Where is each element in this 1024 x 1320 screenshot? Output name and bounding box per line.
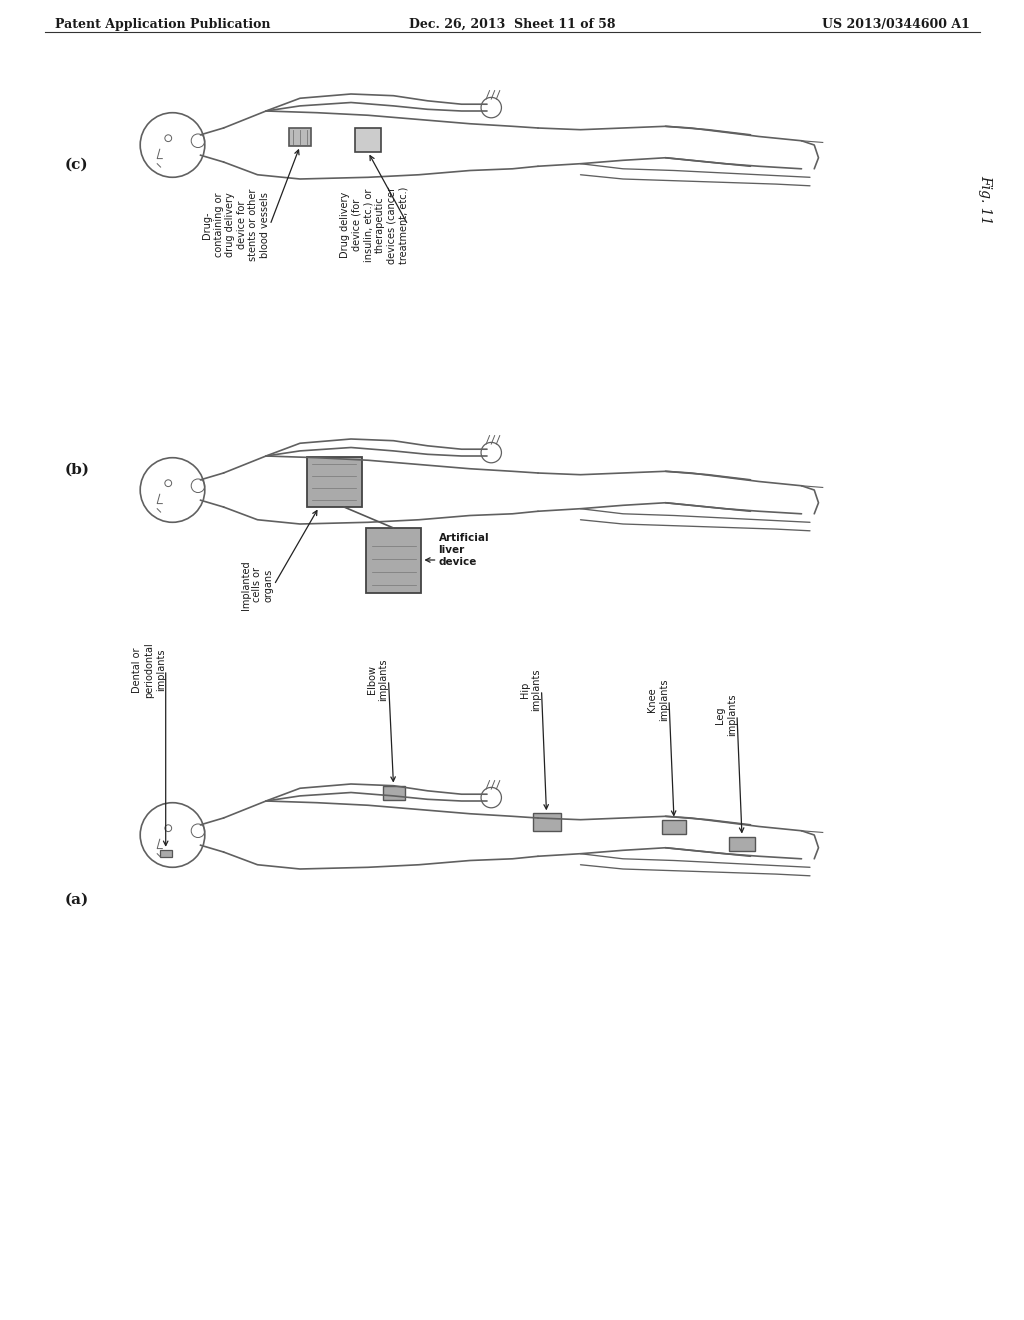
Text: Patent Application Publication: Patent Application Publication: [55, 18, 270, 30]
Text: US 2013/0344600 A1: US 2013/0344600 A1: [822, 18, 970, 30]
Bar: [662, 820, 686, 833]
Text: Drug-
containing or
drug delivery
device for
stents or other
blood vessels: Drug- containing or drug delivery device…: [202, 189, 270, 261]
Text: Hip
implants: Hip implants: [520, 669, 542, 711]
Text: (b): (b): [65, 463, 90, 477]
Bar: [366, 528, 421, 593]
Text: Leg
implants: Leg implants: [716, 694, 737, 737]
Bar: [532, 813, 560, 832]
Text: Artificial
liver
device: Artificial liver device: [438, 533, 489, 566]
Text: Implanted
cells or
organs: Implanted cells or organs: [241, 560, 274, 610]
Bar: [160, 850, 172, 857]
Text: Fig. 11: Fig. 11: [978, 176, 992, 224]
Text: Dental or
periodontal
implants: Dental or periodontal implants: [132, 642, 166, 698]
Bar: [289, 128, 311, 147]
Text: (a): (a): [65, 894, 89, 907]
Bar: [383, 785, 404, 800]
Bar: [729, 837, 755, 850]
Text: Knee
implants: Knee implants: [647, 678, 669, 721]
Text: Dec. 26, 2013  Sheet 11 of 58: Dec. 26, 2013 Sheet 11 of 58: [409, 18, 615, 30]
Text: (c): (c): [65, 158, 89, 172]
Text: Drug delivery
device (for
insulin, etc.) or
therapeutic
devices (cancer
treatmen: Drug delivery device (for insulin, etc.)…: [340, 186, 408, 264]
Text: Elbow
implants: Elbow implants: [367, 659, 388, 701]
Bar: [306, 457, 361, 507]
Bar: [355, 128, 381, 152]
